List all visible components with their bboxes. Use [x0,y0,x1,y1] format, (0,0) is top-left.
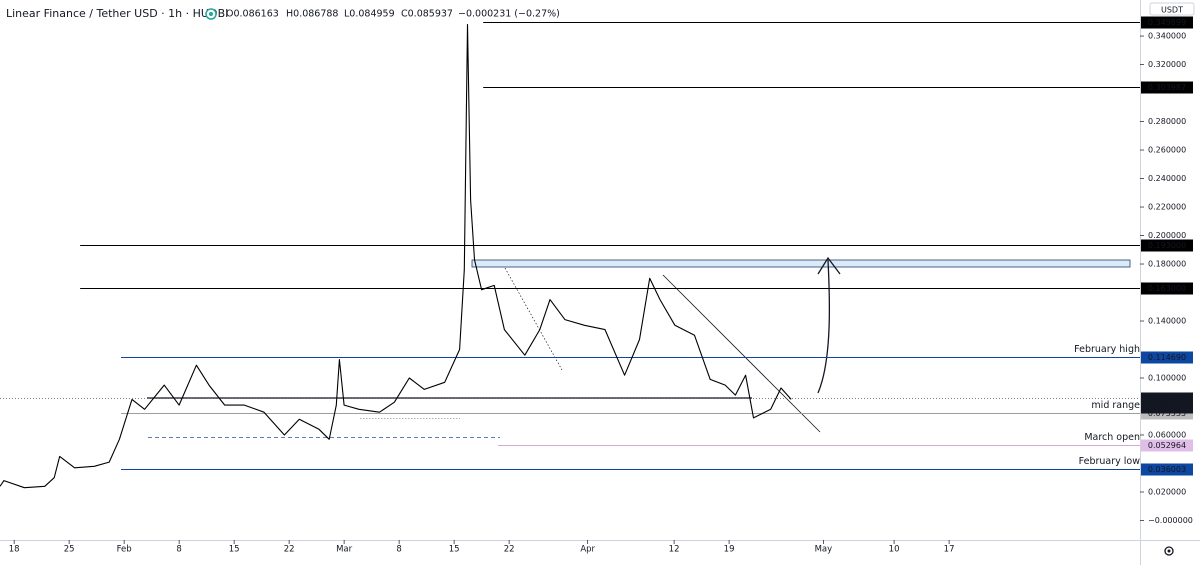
level-price-box [1141,351,1193,364]
projection-arrowhead [817,256,841,275]
x-tick-label: 8 [396,545,401,555]
y-tick-label: 0.320000 [1148,60,1186,69]
y-tick-label: 0.140000 [1148,317,1186,326]
x-tick-label: 12 [669,545,680,555]
ohlc-open: O0.086163 [226,9,279,20]
header: Linear Finance / Tether USD · 1h · HUOBI… [6,7,560,20]
level-price-label: 0.349899 [1148,18,1186,27]
level-price-box [1141,439,1193,452]
level-price-label: 0.303987 [1148,83,1186,92]
y-tick-label: 0.100000 [1148,374,1186,383]
currency-label: USDT [1161,6,1183,15]
y-tick-label: 0.220000 [1148,203,1186,212]
y-tick-label: 0.060000 [1148,430,1186,439]
x-tick-label: May [815,545,833,555]
x-tick-label: Apr [580,545,595,555]
trend-line-dotted [504,267,563,371]
y-tick-label: 0.240000 [1148,174,1186,183]
projection-arrow [817,259,831,394]
level-name: March open [1084,432,1140,443]
x-tick-label: 22 [284,545,295,555]
ohlc-high: H0.086788 [286,9,338,20]
x-tick-label: Mar [336,545,353,555]
level-price-label: 0.114690 [1148,353,1186,362]
y-tick-label: −0.000000 [1148,516,1193,525]
x-tick-label: 22 [504,545,515,555]
x-tick-label: Feb [117,545,132,555]
resistance-zone [471,259,1131,268]
bar-countdown: 26:37 [1146,403,1169,412]
settings-icon-center [1167,549,1171,553]
visibility-icon-dot [209,12,213,16]
last-price-box [1141,392,1193,414]
level-price-box [1141,16,1193,29]
level-price-box [1141,463,1193,476]
y-tick-label: 0.180000 [1148,260,1186,269]
ohlc-close: C0.085937 [401,9,453,20]
x-tick-label: 19 [724,545,735,555]
level-price-label: 0.163000 [1148,284,1186,293]
symbol-title: Linear Finance / Tether USD · 1h · HUOBI [6,7,228,20]
level-price-box [1141,81,1193,94]
y-tick-label: 0.280000 [1148,117,1186,126]
level-name: February high [1074,344,1140,355]
y-tick-label: 0.020000 [1148,487,1186,496]
level-price-label: 0.052964 [1148,441,1186,450]
level-price-box [1141,282,1193,295]
x-tick-label: 8 [176,545,181,555]
x-tick-label: 17 [944,545,955,555]
price-line [0,24,792,489]
last-price-label: 0.085937 [1146,394,1184,403]
trend-line [662,274,821,433]
y-tick-label: 0.340000 [1148,32,1186,41]
x-tick-label: 10 [889,545,900,555]
x-tick-label: 15 [229,545,240,555]
ohlc-low: L0.084959 [344,9,395,20]
x-tick-label: 25 [64,545,75,555]
level-price-box [1141,239,1193,252]
level-price-label: 0.193000 [1148,241,1186,250]
x-tick-label: 15 [449,545,460,555]
level-name: February low [1079,456,1141,467]
settings-icon[interactable] [1164,546,1174,556]
level-name: mid range [1091,400,1140,411]
y-tick-label: 0.200000 [1148,231,1186,240]
y-tick-label: 0.260000 [1148,146,1186,155]
level-price-label: 0.036003 [1148,465,1186,474]
ohlc-change: −0.000231 (−0.27%) [458,9,560,20]
x-tick-label: 18 [9,545,20,555]
currency-button[interactable] [1149,2,1195,16]
